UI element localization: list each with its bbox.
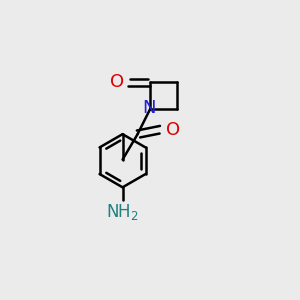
Text: O: O <box>110 73 124 91</box>
Text: O: O <box>166 121 180 139</box>
Text: N: N <box>142 99 156 117</box>
Text: NH$_2$: NH$_2$ <box>106 202 139 222</box>
